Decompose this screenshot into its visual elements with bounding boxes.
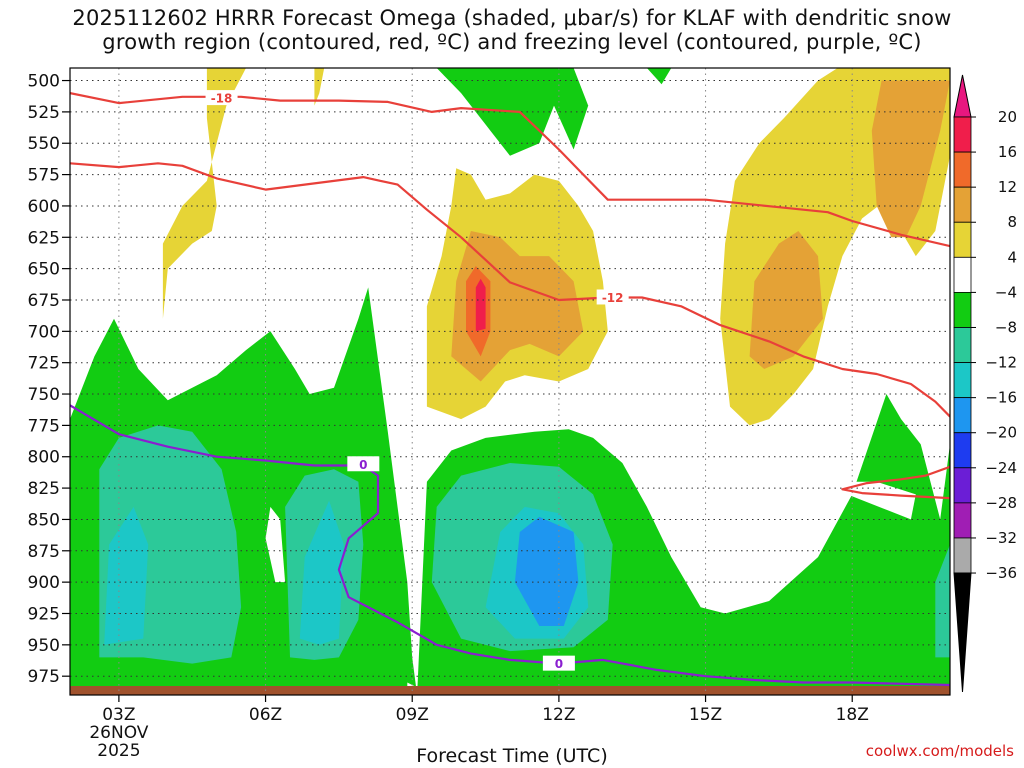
omega-core-red [475, 278, 486, 332]
y-tick-label: 950 [28, 636, 60, 656]
grid-lines [70, 68, 950, 695]
y-tick-label: 775 [28, 416, 60, 436]
x-tick-label: 09Z [396, 705, 429, 725]
freezing-label-1: 0 [359, 458, 367, 472]
y-tick-label: 875 [28, 542, 60, 562]
omega-hole-1 [265, 506, 286, 583]
colorbar-label: −36 [985, 564, 1017, 582]
x-tick-label: 03Z [102, 705, 135, 725]
x-tick-label: 15Z [689, 705, 722, 725]
omega-core-teal-far-east [935, 544, 950, 658]
dendritic-contour-1 [70, 162, 950, 418]
omega-region-upward-top-1 [436, 68, 554, 156]
colorbar-swatch [953, 291, 972, 328]
y-tick-label: 525 [28, 103, 60, 123]
contour-label-m18: -18 [211, 92, 233, 106]
omega-core-blue-east [514, 516, 579, 626]
plot-frame [69, 67, 951, 696]
colorbar-label: −24 [985, 459, 1017, 477]
dendritic-contour-0 [70, 92, 950, 248]
y-tick-label: 675 [28, 291, 60, 311]
y-tick-label: 700 [28, 322, 60, 342]
y-tick-label: 925 [28, 604, 60, 624]
x-axis-label: Forecast Time (UTC) [416, 745, 608, 767]
y-tick-label: 600 [28, 197, 60, 217]
colorbar-label: −32 [985, 529, 1017, 547]
freezing-label-1-bg [347, 456, 380, 472]
colorbar-swatch [953, 116, 972, 153]
colorbar-top-arrow [953, 74, 972, 118]
omega-region-upward-top-3 [646, 68, 672, 85]
y-tick-label: 625 [28, 228, 60, 248]
colorbar-label: −16 [985, 389, 1017, 407]
x-tick-date: 26NOV [89, 723, 148, 743]
colorbar-bottom-arrow [953, 572, 972, 693]
colorbar-label: 20 [998, 108, 1017, 126]
colorbar-swatch [953, 186, 972, 223]
y-tick-label: 550 [28, 134, 60, 154]
colorbar-swatch [953, 467, 972, 504]
dendritic-contour-2 [841, 465, 950, 500]
pressure-axis: 500 525 550 575 600 625 650 675 700 725 750 775 800 8… [28, 72, 70, 687]
omega-colorbar: 20 16 12 8 4 −4 −8 −12 −16 −20 −24 −28 −32 −36 [953, 74, 1017, 693]
y-tick-label: 575 [28, 166, 60, 186]
colorbar-label: −4 [995, 283, 1017, 301]
colorbar-label: 16 [998, 143, 1017, 161]
y-tick-label: 975 [28, 667, 60, 687]
y-tick-label: 900 [28, 573, 60, 593]
chart-title: 2025112602 HRRR Forecast Omega (shaded, … [0, 6, 1024, 54]
colorbar-label: 4 [1007, 248, 1017, 266]
colorbar-swatch [953, 151, 972, 188]
omega-region-downward-1 [162, 68, 246, 319]
temperature-contours: -18 -12 0 0 [70, 90, 950, 687]
colorbar-label: −12 [985, 354, 1017, 372]
chart-title-line-2: growth region (contoured, red, ºC) and f… [102, 30, 922, 54]
colorbar-swatch [953, 256, 972, 293]
colorbar-swatch [953, 537, 972, 574]
omega-region-downward-2 [314, 68, 325, 106]
x-tick-label: 12Z [542, 705, 575, 725]
colorbar-swatch [953, 432, 972, 469]
contour-label-m12-bg [596, 289, 629, 305]
y-tick-label: 725 [28, 354, 60, 374]
colorbar-swatch [953, 502, 972, 539]
colorbar-label: −20 [985, 424, 1017, 442]
y-tick-label: 650 [28, 260, 60, 280]
colorbar-label: 8 [1007, 213, 1017, 231]
x-tick-label: 06Z [249, 705, 282, 725]
colorbar-label: 12 [998, 178, 1017, 196]
colorbar-label: −28 [985, 494, 1017, 512]
freezing-label-2: 0 [555, 657, 563, 671]
freezing-label-2-bg [542, 655, 575, 671]
ground-strip [70, 686, 950, 695]
colorbar-swatch [953, 327, 972, 363]
x-tick-year: 2025 [97, 741, 140, 761]
y-tick-label: 800 [28, 448, 60, 468]
contour-label-m12: -12 [602, 291, 624, 305]
y-tick-label: 500 [28, 72, 60, 92]
omega-core-orange-east-2 [871, 80, 950, 238]
y-tick-label: 750 [28, 385, 60, 405]
colorbar-label: −8 [995, 318, 1017, 336]
credit-text: coolwx.com/models [865, 742, 1014, 760]
chart-title-line-1: 2025112602 HRRR Forecast Omega (shaded, … [72, 6, 952, 30]
colorbar-swatch [953, 397, 972, 434]
freezing-level-contour [70, 404, 950, 687]
omega-core-cyan-mid [299, 500, 344, 645]
y-tick-label: 825 [28, 479, 60, 499]
x-tick-label: 18Z [836, 705, 869, 725]
colorbar-swatch [953, 362, 972, 399]
y-tick-label: 850 [28, 510, 60, 530]
colorbar-swatch [953, 221, 972, 258]
contour-label-m18-bg [205, 90, 238, 106]
omega-core-cyan-west [104, 506, 149, 645]
omega-region-upward-top-2 [554, 68, 589, 150]
